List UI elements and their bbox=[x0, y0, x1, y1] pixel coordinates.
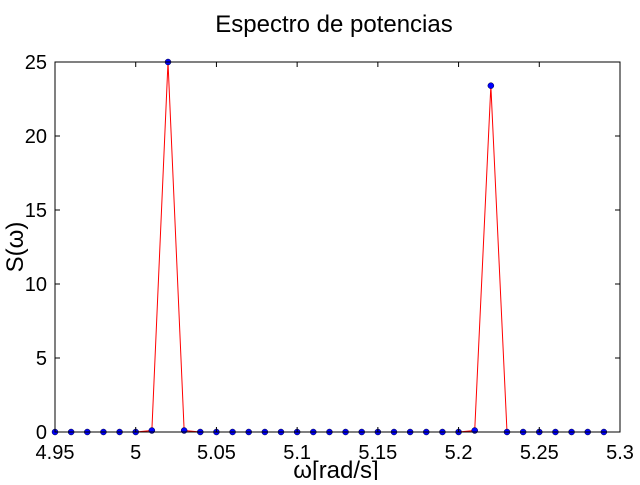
data-point bbox=[148, 427, 156, 434]
data-point bbox=[180, 427, 188, 434]
y-tick-label: 15 bbox=[25, 200, 47, 222]
y-tick-label: 0 bbox=[36, 422, 47, 444]
ticks-layer: 4.95 5 5.05 5.1 5.15 5.2 5.25 5.3 0 5 10 15 20 25 bbox=[25, 52, 634, 464]
y-tick-label: 5 bbox=[36, 348, 47, 370]
series-layer bbox=[51, 58, 608, 436]
chart-title: Espectro de potencias bbox=[215, 11, 452, 38]
spectrum-line bbox=[55, 61, 604, 433]
x-tick-label: 5.05 bbox=[197, 442, 236, 464]
x-tick-label: 5.1 bbox=[283, 442, 311, 464]
x-tick-label: 5.15 bbox=[358, 442, 397, 464]
data-point bbox=[471, 427, 478, 434]
y-tick-label: 25 bbox=[25, 52, 47, 74]
y-tick-label: 20 bbox=[25, 126, 47, 148]
plot-frame bbox=[54, 61, 621, 433]
x-axis-label: ω[rad/s] bbox=[293, 457, 378, 480]
x-tick-label: 5.2 bbox=[445, 442, 473, 464]
x-tick-label: 5.25 bbox=[520, 442, 559, 464]
x-tick-label: 5 bbox=[130, 442, 141, 464]
y-tick-label: 10 bbox=[25, 274, 47, 296]
data-point bbox=[487, 82, 495, 89]
y-axis-label: S(ω) bbox=[2, 222, 29, 273]
x-tick-label: 4.95 bbox=[36, 442, 75, 464]
x-tick-label: 5.3 bbox=[606, 442, 634, 464]
